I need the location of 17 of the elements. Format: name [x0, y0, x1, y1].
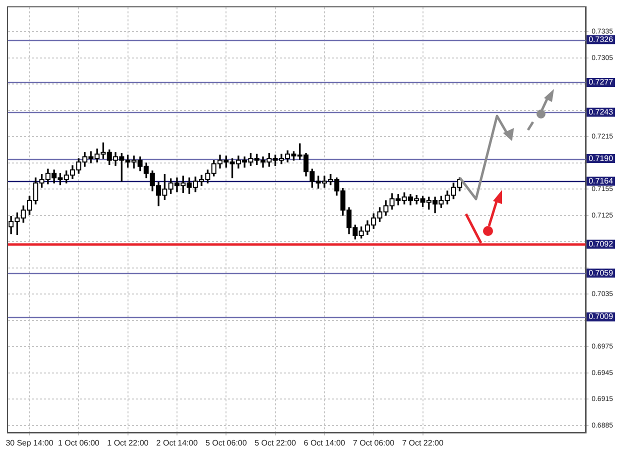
x-tick-label: 7 Oct 06:00 — [352, 438, 395, 448]
x-tick-label: 1 Oct 22:00 — [107, 438, 150, 448]
x-tick-label: 1 Oct 06:00 — [58, 438, 100, 448]
ref-line-label: 0.7009 — [588, 312, 614, 322]
ref-line-label: 0.7092 — [588, 240, 614, 248]
ref-line-label: 0.7243 — [588, 107, 614, 116]
ref-line-label: 0.7277 — [588, 78, 614, 87]
x-tick-label: 5 Oct 06:00 — [205, 438, 248, 448]
ref-line-label: 0.7190 — [588, 154, 614, 163]
x-tick-label: 5 Oct 22:00 — [254, 438, 297, 448]
x-tick-label: 6 Oct 14:00 — [304, 438, 346, 448]
x-tick-label: 30 Sep 14:00 — [6, 438, 54, 448]
ref-line-label: 0.7326 — [588, 34, 614, 44]
x-tick-label: 7 Oct 22:00 — [402, 438, 444, 448]
ref-line-label: 0.7164 — [588, 176, 614, 186]
ref-line-label: 0.7059 — [588, 268, 614, 278]
x-tick-label: 2 Oct 14:00 — [156, 438, 198, 448]
